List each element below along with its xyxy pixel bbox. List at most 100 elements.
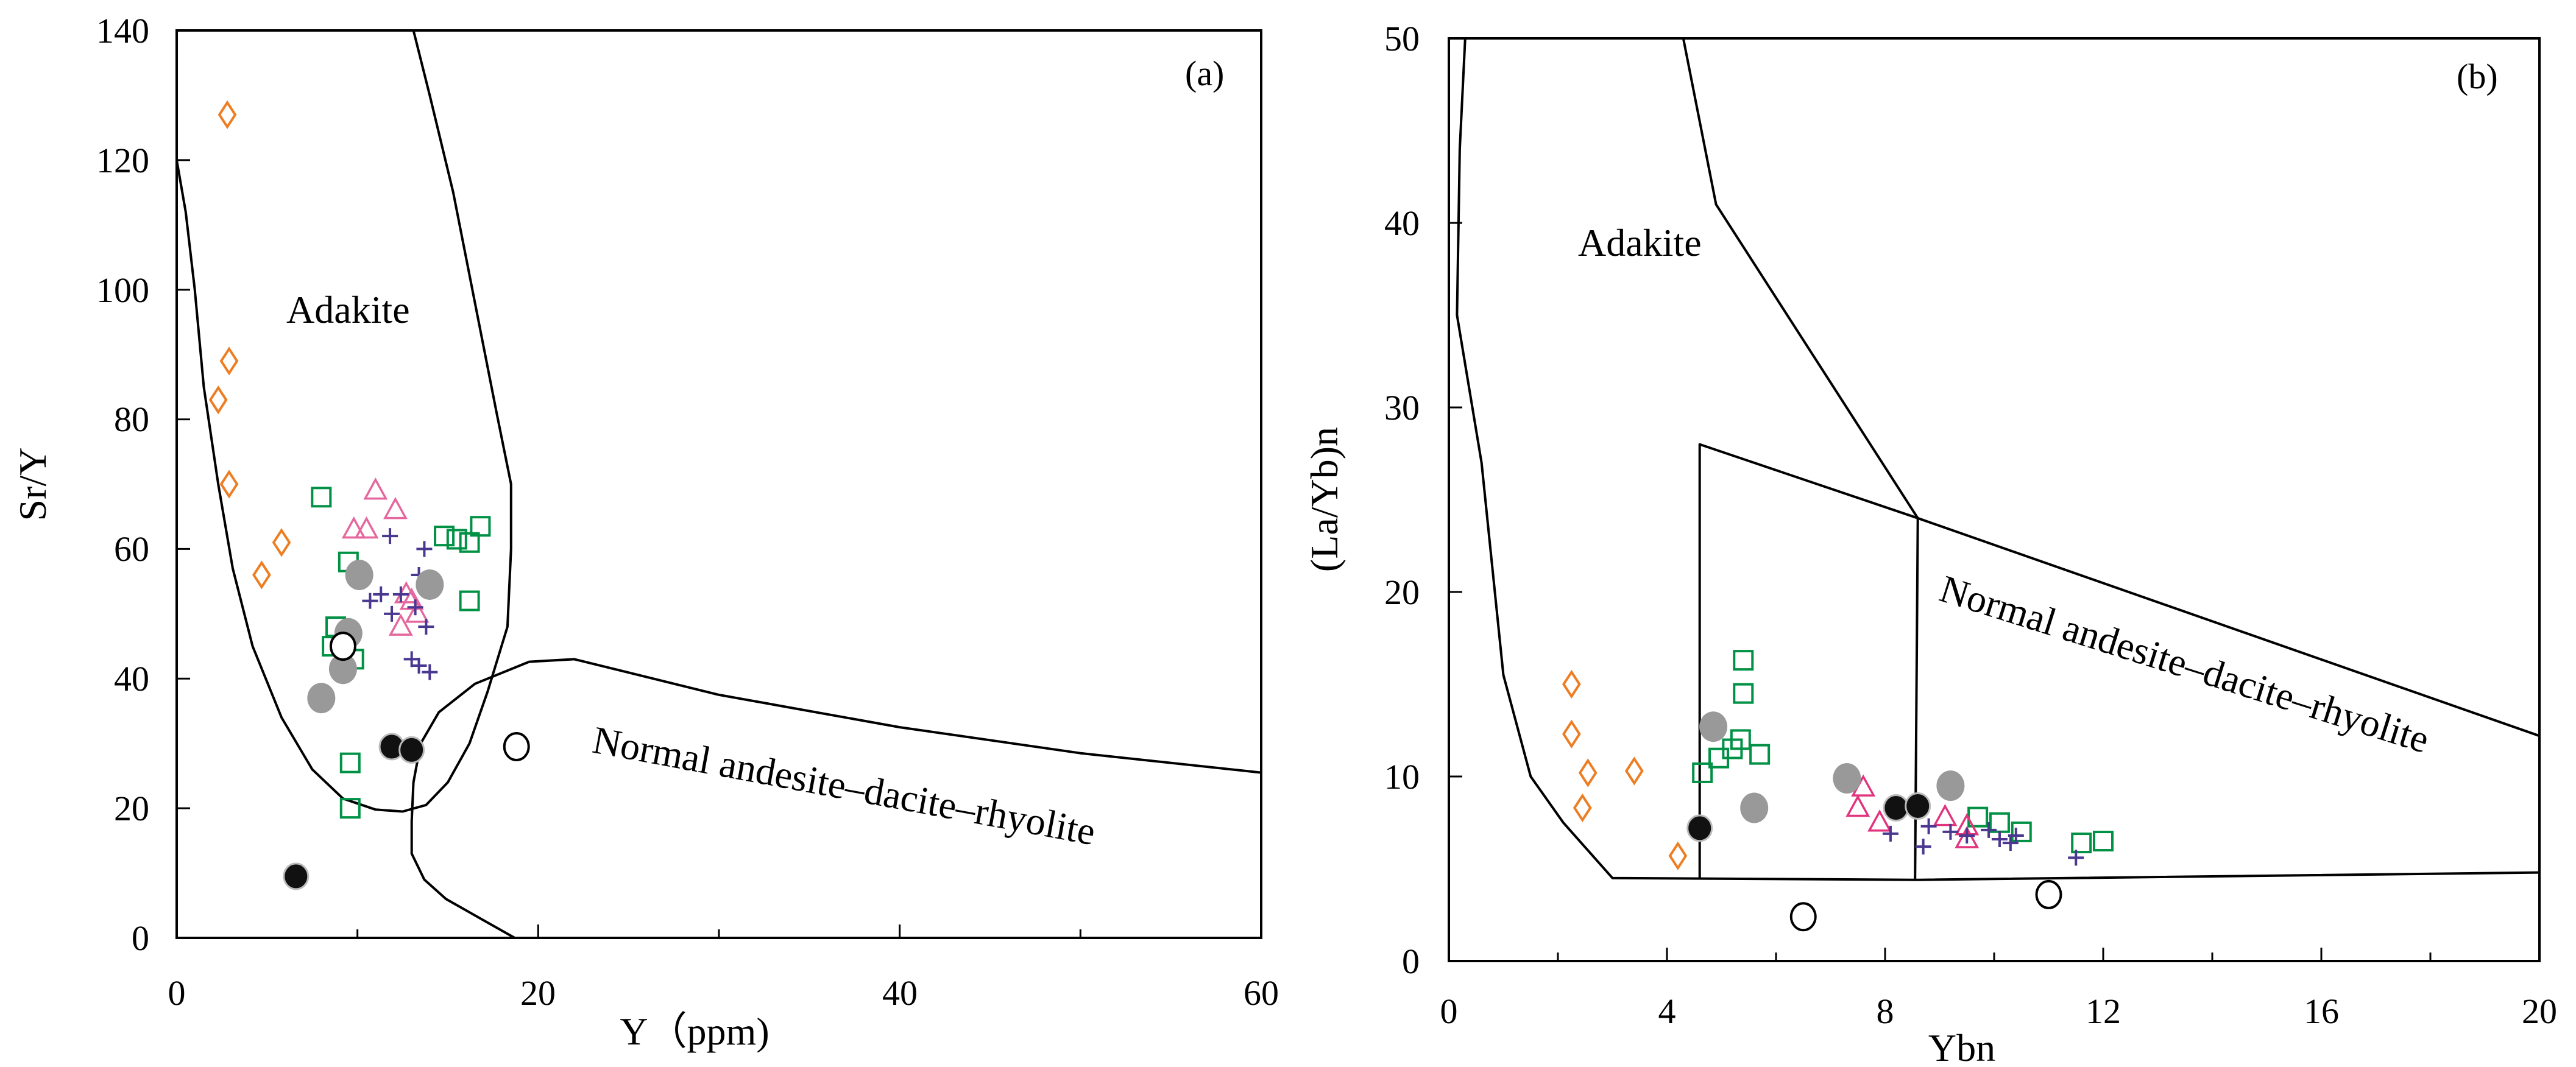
panel-b-point-square-open bbox=[1733, 650, 1754, 671]
panel-b-y-tick-label: 0 bbox=[1402, 942, 1420, 981]
panel-a-point-circle-gray bbox=[328, 653, 357, 685]
panel-a-point-circle-black bbox=[398, 736, 425, 764]
panel-b-label: (b) bbox=[2457, 57, 2498, 96]
panel-b-point-circle-open bbox=[2035, 879, 2062, 909]
panel-b-point-circle-gray bbox=[1740, 792, 1769, 823]
panel-b-point-cross bbox=[1981, 822, 1997, 838]
panel-a-point-cross bbox=[422, 664, 438, 680]
panel-b-point-diamond-open bbox=[1578, 758, 1598, 787]
panel-b-point-diamond-open bbox=[1573, 793, 1592, 823]
panel-b-plot-frame bbox=[1448, 37, 2541, 962]
panel-b-x-tick-label: 20 bbox=[2522, 991, 2557, 1031]
panel-b-point-cross bbox=[1942, 823, 1959, 840]
panel-b-point-triangle-open bbox=[1845, 794, 1870, 817]
panel-b-point-circle-open bbox=[1789, 902, 1817, 932]
panel-b-point-circle-gray bbox=[1833, 763, 1861, 794]
panel-a-axis-ticks bbox=[175, 29, 1262, 939]
panel-a-point-diamond-open bbox=[272, 528, 291, 557]
panel-a-point-cross bbox=[392, 586, 409, 602]
panel-a-y-axis-label: Sr/Y bbox=[11, 448, 54, 521]
panel-a-point-circle-black bbox=[283, 862, 310, 890]
panel-a-y-tick-label: 20 bbox=[114, 789, 149, 828]
panel-a-x-tick-label: 60 bbox=[1244, 973, 1279, 1013]
panel-a-data-points bbox=[208, 100, 530, 890]
panel-a-point-square-open bbox=[459, 532, 480, 553]
panel-a-point-diamond-open bbox=[208, 385, 228, 415]
panel-a-point-circle-gray bbox=[307, 683, 336, 714]
panel-a-y-tick-label: 120 bbox=[96, 141, 149, 180]
panel-b-point-circle-black bbox=[1686, 814, 1713, 842]
panel-b-x-axis-label: Ybn bbox=[1928, 1026, 1995, 1067]
panel-b-y-axis-label: (La/Yb)n bbox=[1303, 427, 1346, 572]
panel-b-point-triangle-open bbox=[1955, 826, 1980, 848]
panel-b-x-tick-label: 0 bbox=[1440, 991, 1458, 1031]
panel-b-point-diamond-open bbox=[1624, 756, 1644, 786]
panel-b-boundary-divider bbox=[1914, 518, 1919, 880]
panel-b-point-cross bbox=[1920, 818, 1937, 834]
panel-b-point-square-open bbox=[2011, 821, 2032, 842]
panel-b-point-cross bbox=[2008, 827, 2024, 843]
panel-b-boundary-normal-box bbox=[1698, 443, 2540, 878]
panel-b-field-boundaries bbox=[1456, 38, 2540, 881]
panel-a-field-boundaries bbox=[175, 30, 1262, 939]
panel-a-point-triangle-open bbox=[399, 587, 424, 610]
panel-a: (a) Adakite Normal andesite–dacite–rhyol… bbox=[11, 11, 1279, 1053]
panel-a-y-tick-label: 80 bbox=[114, 400, 149, 439]
panel-b-y-tick-label: 20 bbox=[1384, 572, 1420, 612]
panel-b-point-triangle-open bbox=[1867, 809, 1892, 832]
panel-a-y-tick-label: 60 bbox=[114, 529, 149, 569]
panel-a-point-cross bbox=[382, 528, 398, 544]
panel-a-point-triangle-open bbox=[388, 613, 413, 636]
panel-a-field-label-adakite: Adakite bbox=[286, 288, 410, 331]
panel-a-point-square-open bbox=[446, 529, 467, 550]
panel-a-point-cross bbox=[418, 619, 434, 635]
panel-a-point-triangle-open bbox=[341, 516, 366, 539]
panel-a-y-tick-label: 100 bbox=[96, 270, 149, 310]
panel-b-point-diamond-open bbox=[1668, 841, 1688, 870]
panel-b-boundary-upper-line bbox=[1682, 38, 1919, 519]
panel-a-field-label-normal: Normal andesite–dacite–rhyolite bbox=[589, 718, 1099, 853]
panel-a-boundary-normal-field bbox=[410, 658, 1262, 939]
panel-a-point-square-open bbox=[311, 487, 332, 508]
panel-b-point-cross bbox=[1882, 825, 1898, 842]
panel-a-point-cross bbox=[411, 658, 427, 674]
panel-b-point-square-open bbox=[1733, 683, 1754, 704]
panel-a-point-diamond-open bbox=[218, 100, 237, 130]
panel-a-y-tick-label: 0 bbox=[132, 918, 149, 958]
panel-b-point-square-open bbox=[2071, 833, 2092, 854]
panel-a-point-circle-open bbox=[503, 732, 530, 762]
panel-a-point-square-open bbox=[339, 752, 361, 773]
panel-b-point-cross bbox=[1959, 827, 1975, 843]
panel-b-y-tick-label: 10 bbox=[1384, 757, 1420, 797]
panel-b-y-tick-label: 50 bbox=[1384, 19, 1420, 58]
panel-b-field-label-normal: Normal andesite–dacite–rhyolite bbox=[1935, 567, 2435, 761]
panel-a-point-triangle-open bbox=[383, 496, 408, 519]
panel-b-point-square-open bbox=[1749, 744, 1771, 765]
panel-a-x-tick-label: 20 bbox=[520, 973, 556, 1013]
panel-b-x-tick-label: 16 bbox=[2304, 991, 2339, 1031]
panel-b-x-tick-label: 4 bbox=[1658, 991, 1676, 1031]
panel-a-x-axis-label: Y（ppm) bbox=[620, 1010, 769, 1053]
panel-b-point-cross bbox=[2068, 850, 2084, 866]
panel-a-point-cross bbox=[384, 605, 400, 622]
panel-b: (b) Adakite Normal andesite–dacite–rhyol… bbox=[1303, 19, 2557, 1067]
panel-b-point-circle-black bbox=[1905, 792, 1931, 820]
panel-a-point-cross bbox=[407, 599, 423, 616]
panel-a-point-triangle-open bbox=[405, 600, 430, 623]
panel-b-point-square-open bbox=[2093, 831, 2114, 852]
panel-a-point-square-open bbox=[339, 798, 361, 819]
panel-b-y-tick-label: 30 bbox=[1384, 388, 1420, 428]
panel-a-point-square-open bbox=[459, 590, 480, 611]
panel-a-point-circle-open bbox=[329, 632, 356, 661]
panel-b-point-diamond-open bbox=[1562, 669, 1581, 699]
panel-b-data-points bbox=[1562, 650, 2114, 932]
panel-b-point-circle-black bbox=[1883, 794, 1909, 822]
panel-a-point-circle-gray bbox=[345, 560, 373, 590]
panel-b-point-triangle-open bbox=[1933, 804, 1958, 826]
panel-b-field-label-adakite: Adakite bbox=[1578, 221, 1702, 264]
panel-b-x-tick-label: 12 bbox=[2086, 991, 2121, 1031]
panel-a-point-circle-gray bbox=[416, 569, 444, 600]
panel-a-point-cross bbox=[362, 593, 378, 609]
panel-a-y-tick-label: 40 bbox=[114, 659, 149, 699]
